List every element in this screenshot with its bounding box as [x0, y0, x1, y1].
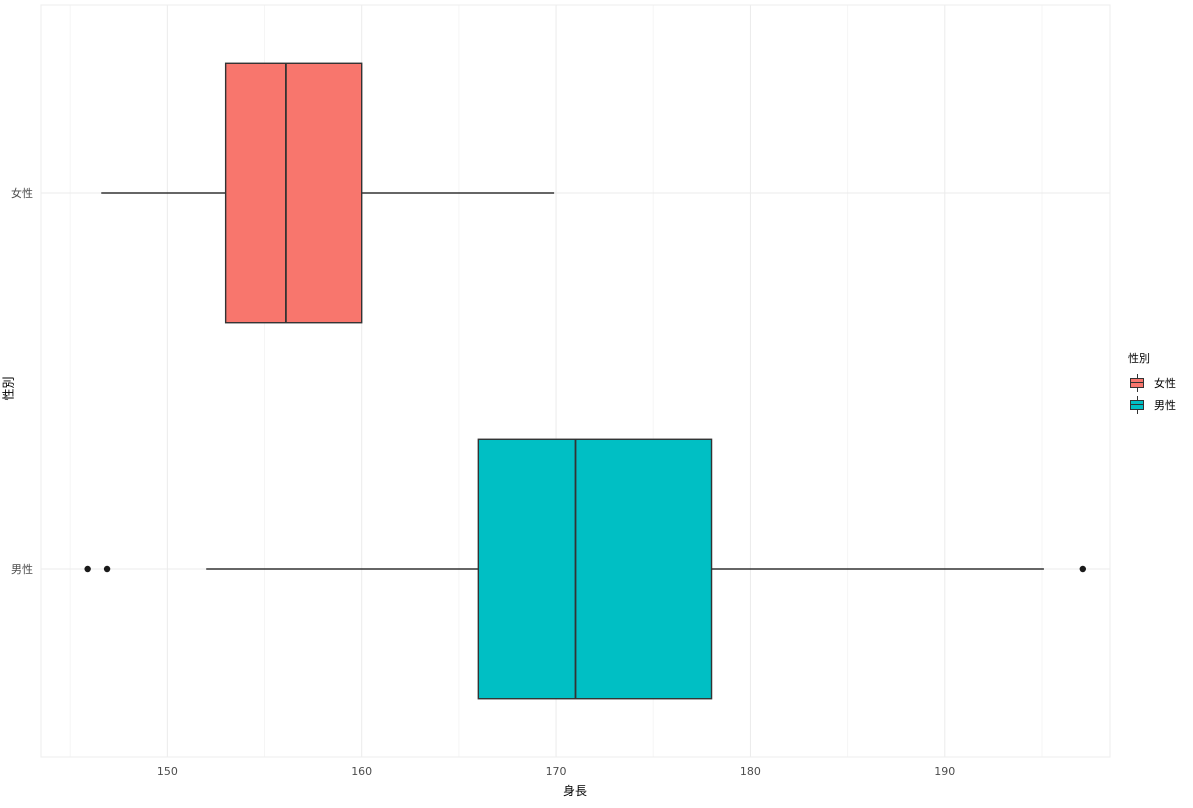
legend-label: 男性	[1154, 399, 1176, 412]
boxplot-group	[84, 438, 1086, 700]
box-iqr	[224, 62, 363, 324]
x-axis-title: 身長	[562, 784, 587, 798]
panel-border	[40, 4, 1111, 758]
x-tick-label: 150	[156, 765, 178, 778]
y-axis-title: 性別	[1, 376, 16, 401]
legend-median-icon	[1130, 404, 1144, 405]
boxplot-group	[101, 62, 555, 324]
outlier-point	[103, 565, 111, 573]
legend-title: 性別	[1128, 352, 1150, 365]
y-tick-label: 男性	[11, 563, 33, 576]
legend-key-swatch	[1128, 373, 1148, 393]
outlier-point	[84, 565, 91, 573]
legend: 性別 女性男性	[1128, 350, 1190, 417]
x-tick-label: 190	[934, 765, 956, 778]
legend-entries: 女性 男性	[1128, 373, 1190, 415]
x-tick-label: 160	[351, 765, 373, 778]
y-tick-label: 女性	[11, 187, 33, 200]
legend-item: 女性	[1128, 373, 1190, 393]
legend-item: 男性	[1128, 395, 1190, 415]
outlier-point	[1079, 565, 1086, 573]
x-tick-label: 170	[545, 765, 567, 778]
box-iqr	[477, 438, 713, 700]
legend-box-icon	[1130, 378, 1144, 388]
legend-key-swatch	[1128, 395, 1148, 415]
legend-box-icon	[1130, 400, 1144, 410]
legend-label: 女性	[1154, 377, 1176, 390]
x-tick-label: 180	[739, 765, 761, 778]
legend-median-icon	[1130, 382, 1144, 383]
box-layer	[84, 62, 1086, 700]
